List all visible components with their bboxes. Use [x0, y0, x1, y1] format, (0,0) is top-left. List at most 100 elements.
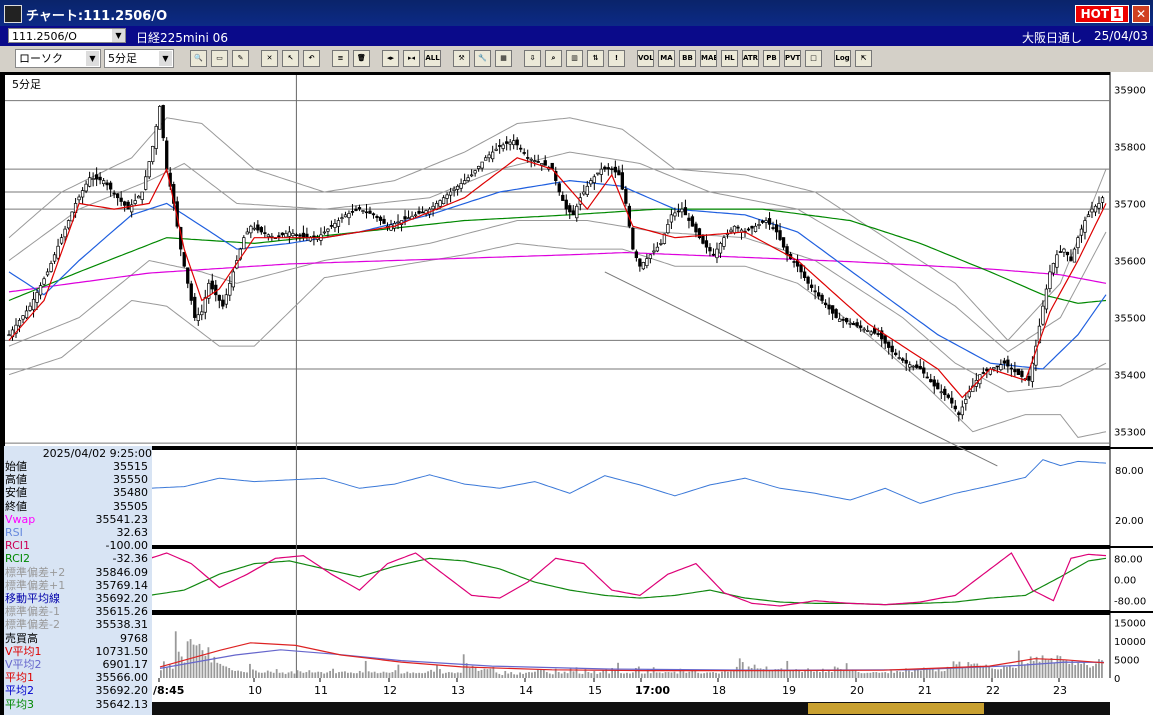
disabled-icon[interactable]: ! [608, 50, 625, 67]
volume-bar [813, 671, 815, 678]
undo-icon[interactable]: ↶ [303, 50, 320, 67]
candle-body [676, 210, 681, 213]
volume-bar [165, 667, 168, 678]
volume-bar [302, 672, 305, 678]
compare-icon[interactable]: ⇅ [587, 50, 604, 67]
candle-body [883, 335, 887, 344]
volume-bar [183, 662, 186, 678]
candle-body [999, 364, 1003, 371]
ma-icon[interactable]: MA [658, 50, 675, 67]
volume-bar [691, 670, 694, 678]
interval-select[interactable]: 5分足 ▼ [104, 49, 174, 68]
bb-icon[interactable]: BB [679, 50, 696, 67]
window-icon[interactable]: ▭ [211, 50, 228, 67]
info-value: 35692.20 [95, 592, 149, 605]
volume-bar [807, 668, 809, 678]
volume-bar [768, 670, 771, 678]
all-icon[interactable]: ALL [424, 50, 441, 67]
volume-bar [780, 668, 783, 678]
vol-icon[interactable]: VOL [637, 50, 654, 67]
candle-body [620, 172, 624, 190]
volume-bar [1062, 659, 1065, 678]
candle-body [133, 200, 137, 204]
log-icon[interactable]: Log [834, 50, 851, 67]
bb-upper1-line [8, 151, 1107, 353]
atr-icon[interactable]: ATR [742, 50, 759, 67]
candle-body [214, 284, 218, 296]
time-tick-label: 22 [986, 684, 1000, 697]
tools-icon[interactable]: ⚒ [453, 50, 470, 67]
candle-body [382, 218, 386, 224]
pb-icon[interactable]: PB [763, 50, 780, 67]
box-icon[interactable]: □ [805, 50, 822, 67]
hot-number: 1 [1111, 7, 1124, 21]
info-label: RCI1 [5, 539, 31, 553]
volume-bar [738, 658, 741, 678]
rci-tick-label: 0.00 [1114, 576, 1136, 587]
volume-bar [970, 664, 973, 678]
volume-bar [985, 664, 988, 678]
volume-bar [501, 675, 504, 678]
close-icon[interactable]: ✕ [1132, 5, 1150, 23]
volume-bar [709, 672, 711, 678]
info-row: Vwap 35541.23 [4, 513, 152, 526]
candle-body [540, 163, 544, 166]
volume-bar [168, 664, 171, 678]
volume-bar [471, 665, 474, 678]
bar-shrink-icon[interactable]: ▸◂ [403, 50, 420, 67]
chart-type-select[interactable]: ローソク ▼ [15, 49, 101, 68]
volume-bar [863, 673, 866, 678]
volume-bar [937, 669, 940, 678]
candle-body [834, 309, 838, 318]
hot-button[interactable]: HOT 1 [1075, 5, 1129, 23]
volume-bar [1014, 667, 1017, 678]
candle-body [806, 276, 810, 284]
search-chart-icon[interactable]: ⌕ [545, 50, 562, 67]
candle-body [24, 310, 29, 319]
trash-icon[interactable]: 🗑 [353, 50, 370, 67]
candle-body [333, 223, 337, 228]
candle-body [571, 210, 575, 216]
zoom-icon[interactable]: 🔍 [190, 50, 207, 67]
volume-bar [1050, 657, 1053, 678]
chevron-down-icon[interactable]: ▼ [86, 51, 99, 66]
hot-label: HOT [1080, 7, 1110, 21]
bb-lower2-line [8, 242, 1107, 438]
volume-bar [459, 672, 462, 678]
candle-body [52, 254, 57, 262]
volume-bar [893, 672, 896, 678]
rci-panel [152, 549, 1110, 610]
symbol-input[interactable]: 111.2506/O ▼ [8, 28, 126, 43]
candle-body [915, 364, 919, 368]
price-tick-label: 35800 [1114, 142, 1146, 153]
download-icon[interactable]: ⇩ [524, 50, 541, 67]
palette-icon[interactable]: ▦ [495, 50, 512, 67]
chart-icon[interactable]: ▥ [566, 50, 583, 67]
bar-move-icon[interactable]: ◂▸ [382, 50, 399, 67]
chevron-down-icon[interactable]: ▼ [112, 29, 125, 42]
volume-bar [902, 672, 904, 678]
wrench-icon[interactable]: 🔧 [474, 50, 491, 67]
market-label: 大阪日通し [1022, 31, 1083, 45]
candle-body [536, 161, 540, 163]
pen-icon[interactable]: ✎ [232, 50, 249, 67]
chart-canvas[interactable]: 35900 35800 35700 35600 35500 35400 35300 5分足 80… [0, 72, 1153, 715]
hl-icon[interactable]: HL [721, 50, 738, 67]
candle-body [792, 261, 796, 263]
pointer-icon[interactable]: ↖ [282, 50, 299, 67]
volume-bar [750, 667, 753, 678]
cross-icon[interactable]: ✕ [261, 50, 278, 67]
volume-bar [661, 673, 664, 678]
export-icon[interactable]: ⇱ [855, 50, 872, 67]
list-icon[interactable]: ≡ [332, 50, 349, 67]
volume-bar [658, 672, 661, 678]
candle-body [1006, 359, 1010, 367]
candle-body [277, 235, 281, 238]
pvt-icon[interactable]: PVT [784, 50, 801, 67]
volume-bar [468, 667, 471, 678]
mae-icon[interactable]: MAE [700, 50, 717, 67]
volume-bar [997, 669, 999, 678]
info-row: 移動平均線 35692.20 [4, 593, 152, 605]
candle-body [491, 151, 495, 160]
chevron-down-icon[interactable]: ▼ [159, 51, 172, 66]
